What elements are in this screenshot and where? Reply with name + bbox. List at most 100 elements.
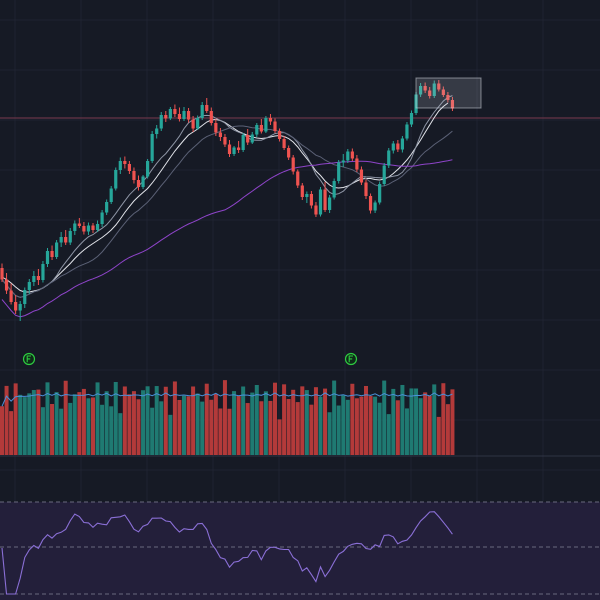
candle[interactable] — [437, 80, 441, 92]
candle[interactable] — [391, 141, 395, 154]
candle[interactable] — [155, 125, 159, 139]
candle[interactable] — [164, 111, 168, 122]
candle[interactable] — [209, 107, 213, 126]
candle[interactable] — [4, 273, 9, 294]
candle[interactable] — [259, 119, 263, 134]
candle[interactable] — [446, 92, 450, 103]
candle[interactable] — [159, 112, 163, 131]
candle[interactable] — [114, 167, 118, 191]
candle[interactable] — [250, 132, 254, 144]
candle[interactable] — [368, 193, 373, 214]
candle[interactable] — [405, 122, 409, 141]
event-marker-f-1[interactable] — [22, 352, 36, 366]
candle[interactable] — [196, 115, 200, 131]
candle[interactable] — [150, 131, 154, 163]
candle[interactable] — [91, 223, 95, 233]
candle[interactable] — [177, 107, 182, 122]
candle[interactable] — [191, 116, 195, 132]
candle[interactable] — [350, 148, 354, 162]
candle[interactable] — [359, 166, 364, 186]
candle[interactable] — [186, 108, 191, 123]
candle[interactable] — [423, 82, 427, 94]
candle[interactable] — [419, 83, 423, 97]
candle[interactable] — [241, 133, 245, 152]
candle[interactable] — [273, 118, 277, 134]
candle[interactable] — [237, 141, 241, 153]
candle[interactable] — [123, 156, 127, 169]
candle[interactable] — [146, 159, 150, 179]
candle[interactable] — [287, 145, 291, 161]
candle[interactable] — [400, 136, 404, 153]
candle[interactable] — [387, 148, 391, 168]
candle[interactable] — [378, 181, 382, 205]
candle[interactable] — [118, 157, 122, 175]
candle[interactable] — [45, 248, 50, 267]
candle[interactable] — [346, 149, 350, 163]
candle[interactable] — [382, 163, 386, 186]
candle[interactable] — [428, 87, 432, 99]
candle[interactable] — [0, 263, 4, 283]
candle[interactable] — [373, 200, 377, 214]
candle[interactable] — [109, 186, 113, 204]
candle[interactable] — [264, 116, 268, 133]
candle[interactable] — [223, 134, 227, 147]
candle[interactable] — [182, 107, 186, 121]
candle[interactable] — [23, 287, 27, 309]
candle[interactable] — [95, 220, 100, 233]
candle[interactable] — [86, 222, 91, 236]
candle[interactable] — [328, 195, 332, 213]
candle[interactable] — [318, 187, 323, 217]
candle[interactable] — [218, 128, 222, 141]
candle[interactable] — [246, 129, 250, 145]
candle[interactable] — [173, 104, 177, 118]
candle[interactable] — [409, 110, 414, 128]
candle[interactable] — [32, 271, 36, 286]
candle[interactable] — [27, 279, 31, 294]
candle[interactable] — [277, 128, 282, 142]
candle[interactable] — [68, 228, 72, 245]
candle[interactable] — [82, 222, 86, 235]
candle[interactable] — [59, 232, 63, 247]
candle[interactable] — [441, 86, 445, 98]
candle[interactable] — [132, 167, 136, 184]
candle[interactable] — [282, 136, 286, 150]
candle[interactable] — [205, 98, 209, 113]
candle[interactable] — [314, 202, 318, 217]
candle[interactable] — [364, 179, 368, 200]
candle[interactable] — [41, 261, 45, 283]
candle[interactable] — [337, 160, 341, 184]
candle[interactable] — [305, 191, 309, 204]
candle[interactable] — [341, 154, 345, 167]
highlight-box[interactable] — [415, 77, 482, 109]
candle[interactable] — [9, 283, 13, 305]
candle[interactable] — [100, 210, 104, 227]
candle[interactable] — [73, 220, 77, 236]
candle[interactable] — [300, 183, 304, 200]
candle[interactable] — [14, 295, 18, 314]
candle[interactable] — [255, 123, 259, 137]
candle[interactable] — [77, 218, 81, 228]
candle[interactable] — [168, 107, 172, 120]
candle[interactable] — [450, 97, 455, 111]
candle[interactable] — [50, 245, 54, 261]
candle[interactable] — [214, 119, 218, 136]
candle[interactable] — [55, 240, 59, 259]
candle[interactable] — [227, 140, 232, 157]
candle[interactable] — [291, 155, 295, 175]
candle[interactable] — [200, 102, 204, 120]
candle[interactable] — [296, 169, 300, 189]
candle[interactable] — [332, 178, 336, 200]
candle[interactable] — [105, 199, 109, 216]
candle[interactable] — [355, 155, 359, 172]
candle[interactable] — [323, 182, 327, 212]
candle[interactable] — [127, 161, 131, 174]
candle[interactable] — [36, 269, 40, 285]
candle[interactable] — [64, 230, 68, 245]
candle[interactable] — [232, 146, 236, 156]
candle[interactable] — [432, 80, 436, 99]
candle[interactable] — [141, 175, 145, 189]
candle[interactable] — [18, 301, 22, 321]
candle[interactable] — [268, 114, 273, 125]
candle[interactable] — [136, 175, 141, 191]
candle[interactable] — [396, 140, 400, 152]
